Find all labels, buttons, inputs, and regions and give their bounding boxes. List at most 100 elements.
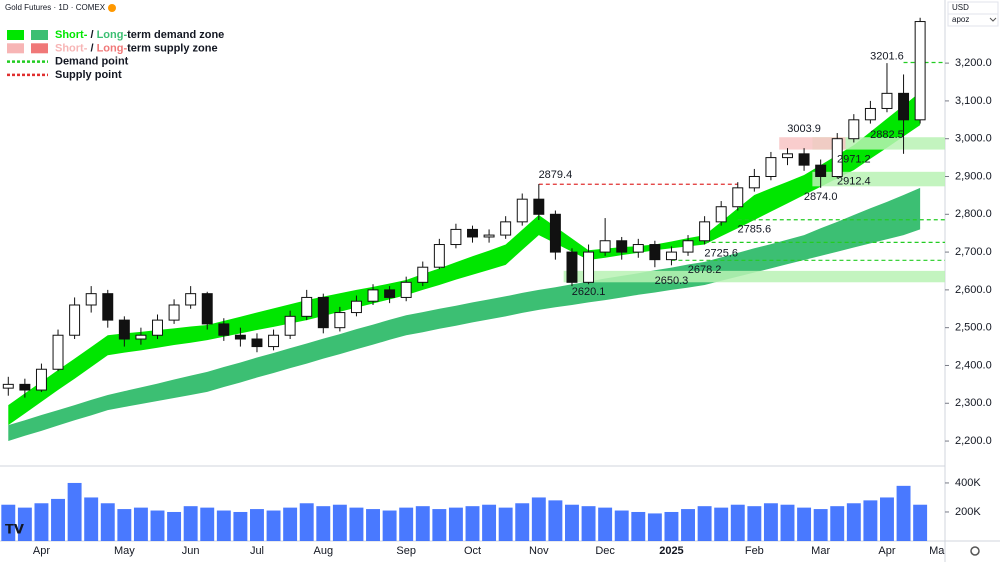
legend-text: term demand zone — [127, 29, 224, 41]
volume-bar — [797, 507, 812, 541]
volume-bar — [747, 506, 762, 541]
candle-body — [317, 296, 329, 329]
volume-bar — [332, 504, 347, 541]
candle-body — [715, 206, 727, 223]
candle-body — [516, 198, 528, 223]
volume-bar — [531, 497, 546, 541]
volume-bar — [299, 503, 314, 541]
candle-body — [533, 198, 545, 215]
settings-icon[interactable] — [970, 546, 980, 556]
volume-bar — [150, 510, 165, 541]
volume-bar — [846, 503, 861, 541]
candle-body — [19, 383, 31, 391]
level-label: 2882.5 — [870, 129, 904, 141]
legend-swatch — [31, 43, 48, 54]
volume-bar — [1, 504, 16, 541]
candle-body — [450, 228, 462, 246]
legend-text: / — [87, 42, 96, 54]
candle-body — [384, 289, 396, 298]
candle-body — [268, 334, 280, 348]
candle-body — [102, 293, 114, 321]
candle-body — [135, 334, 147, 340]
legend-text: Short- — [55, 29, 88, 41]
dropdown-icon — [989, 17, 997, 22]
x-tick-label: Ma — [929, 545, 945, 557]
volume-bar — [681, 509, 695, 541]
long-term-zone — [8, 187, 921, 442]
volume-bar — [432, 509, 447, 541]
candle-body — [616, 240, 628, 253]
candle-body — [566, 251, 578, 283]
candle-body — [831, 138, 843, 177]
level-label: 3201.6 — [870, 50, 904, 62]
volume-bar — [598, 507, 613, 541]
candle-body — [85, 293, 97, 306]
volume-tick-label: 400K — [955, 477, 981, 489]
legend-entry: Supply point — [55, 69, 122, 81]
scale-box[interactable] — [947, 13, 999, 27]
plot-area: 2879.4 3201.6 3003.9 2882.5 2971.2 2912.4 2874… — [1, 17, 945, 541]
volume-bar — [498, 507, 513, 541]
x-tick-label: May — [114, 545, 135, 557]
volume-bar — [51, 498, 65, 541]
volume-bar — [399, 507, 414, 541]
x-tick-label: Dec — [595, 545, 615, 557]
candle-body — [35, 368, 47, 391]
candle-body — [782, 153, 793, 159]
volume-bar — [581, 506, 596, 541]
volume-bar — [349, 507, 364, 541]
demand-zone — [563, 270, 945, 283]
x-tick-label: Jun — [182, 545, 200, 557]
volume-bar — [714, 507, 729, 541]
candle-body — [914, 21, 926, 121]
candle-body — [118, 319, 130, 340]
candle-body — [2, 383, 14, 389]
x-tick-label: Aug — [314, 545, 334, 557]
volume-bar — [913, 504, 928, 541]
candle-body — [185, 293, 197, 306]
candle-body — [301, 296, 313, 317]
candle-body — [682, 240, 694, 253]
volume-bar — [216, 510, 231, 541]
candle-body — [848, 119, 860, 140]
candle-body — [583, 251, 595, 283]
y-tick-label: 3,100.0 — [955, 95, 992, 107]
level-label: 2678.2 — [688, 264, 722, 276]
legend-entry: Demand point — [55, 56, 129, 68]
status-icon — [108, 4, 116, 12]
symbol-title: Gold Futures · 1D · COMEX — [5, 3, 106, 12]
volume-bar — [117, 509, 132, 541]
x-tick-label: Feb — [745, 545, 764, 557]
volume-bar — [167, 511, 182, 541]
candle-body — [168, 304, 180, 321]
candle-body — [350, 300, 362, 314]
y-tick-label: 3,000.0 — [955, 133, 992, 145]
volume-bar — [183, 506, 198, 541]
level-label: 2785.6 — [738, 224, 772, 236]
candle-body — [400, 281, 412, 298]
legend-entry: Short- / Long-term supply zone — [55, 42, 218, 54]
volume-bar — [896, 485, 911, 541]
y-tick-label: 2,300.0 — [955, 397, 992, 409]
legend-entry: Short- / Long-term demand zone — [55, 29, 224, 41]
volume-bar — [415, 506, 430, 541]
level-label: 2874.0 — [804, 191, 838, 203]
volume-bar — [697, 506, 712, 541]
legend-text: term supply zone — [127, 42, 217, 54]
candle-body — [218, 323, 230, 336]
volume-bar — [631, 511, 646, 541]
volume-bar — [84, 497, 99, 541]
candle-body — [234, 334, 246, 340]
candle-body — [881, 92, 893, 109]
candle-body — [649, 244, 661, 261]
volume-bar — [763, 503, 778, 541]
legend-text: Short- — [55, 42, 88, 54]
candle-body — [798, 153, 810, 166]
candle-body — [467, 228, 478, 238]
volume-bar — [548, 500, 563, 541]
volume-bar — [67, 482, 82, 541]
x-tick-label: Oct — [464, 545, 481, 557]
candle-body — [433, 244, 445, 268]
volume-bar — [863, 500, 878, 541]
